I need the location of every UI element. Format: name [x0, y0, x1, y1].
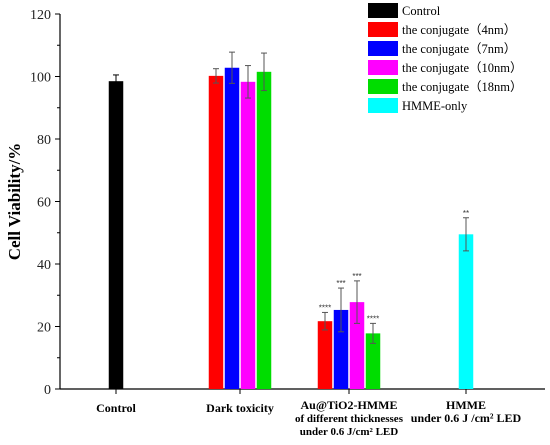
- legend-swatch: [368, 22, 398, 37]
- legend-entry: the conjugate（4nm）: [402, 23, 516, 37]
- y-tick-label: 100: [30, 71, 51, 86]
- significance-label: ***: [336, 279, 345, 288]
- legend-swatch: [368, 79, 398, 94]
- y-tick-label: 120: [30, 8, 51, 23]
- y-tick-label: 60: [37, 196, 51, 211]
- category-label: Au@TiO2-HMME: [301, 398, 398, 412]
- category-label: Dark toxicity: [206, 401, 274, 415]
- category-label: under 0.6 J/cm² LED: [300, 426, 398, 438]
- category-label: HMME: [446, 398, 486, 412]
- significance-label: ****: [367, 314, 379, 323]
- axes: 0 20 40 60 80 100 120 Cell Viability/%: [5, 8, 545, 398]
- bar: [240, 81, 256, 389]
- legend-swatch: [368, 3, 398, 18]
- significance-label: ****: [319, 303, 331, 312]
- bar: [365, 333, 381, 389]
- bars: ****************: [108, 51, 474, 389]
- category-label: Control: [96, 401, 136, 415]
- y-tick-label: 80: [37, 133, 51, 148]
- significance-label: **: [463, 209, 469, 218]
- legend-entry: the conjugate（18nm）: [402, 80, 522, 94]
- legend: Control the conjugate（4nm） the conjugate（7…: [368, 3, 522, 113]
- bar: [317, 321, 333, 389]
- y-axis-label: Cell Viability/%: [5, 143, 24, 261]
- y-tick-label: 40: [37, 258, 51, 273]
- y-tick-label: 0: [44, 383, 51, 398]
- legend-swatch: [368, 41, 398, 56]
- bar: [108, 81, 124, 389]
- category-label: under 0.6 J /cm² LED: [411, 411, 522, 425]
- category-label: of different thicknesses: [295, 413, 404, 425]
- significance-label: ***: [352, 272, 361, 281]
- legend-swatch: [368, 98, 398, 113]
- legend-entry: Control: [402, 4, 441, 18]
- bar: [256, 71, 272, 389]
- y-tick-label: 20: [37, 321, 51, 336]
- legend-swatch: [368, 60, 398, 75]
- legend-entry: HMME-only: [402, 99, 468, 113]
- bar: [349, 302, 365, 389]
- legend-entry: the conjugate（10nm）: [402, 61, 522, 75]
- legend-entry: the conjugate（7nm）: [402, 42, 516, 56]
- bar: [333, 309, 349, 389]
- bar: [458, 234, 474, 389]
- bar: [224, 67, 240, 389]
- bar: [208, 75, 224, 389]
